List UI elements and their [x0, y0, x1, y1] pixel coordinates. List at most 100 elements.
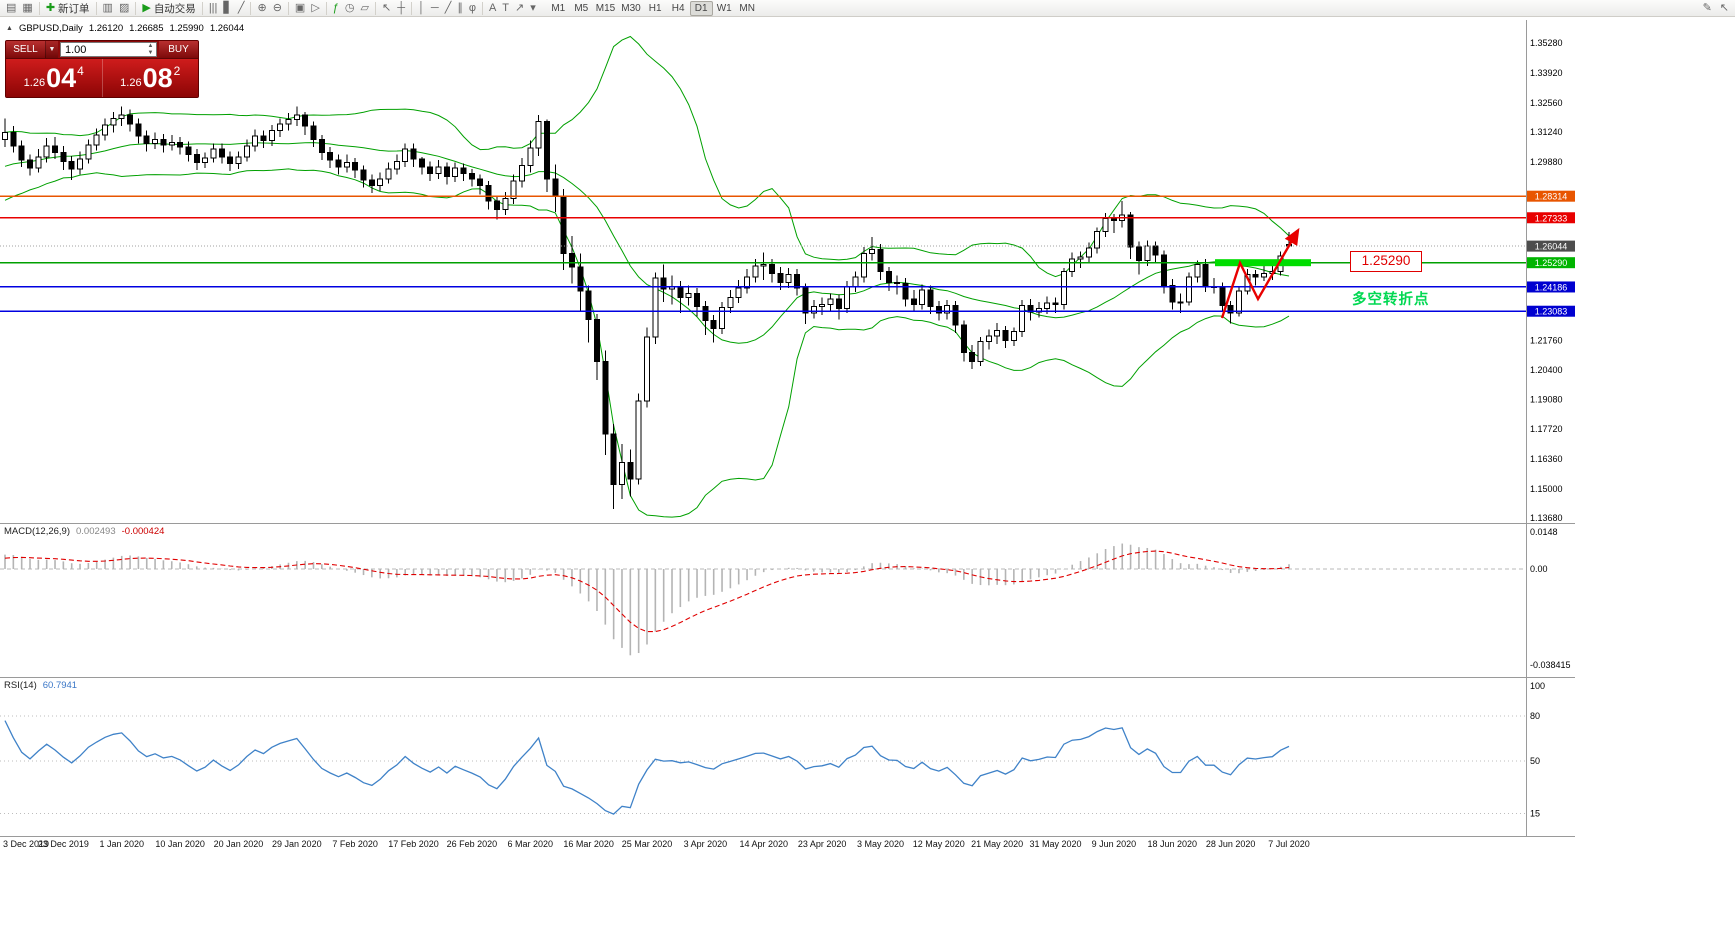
price-axis-label: 1.17720 — [1530, 424, 1563, 434]
candlestick-chart-icon[interactable]: ▋ — [220, 1, 234, 16]
price-axis-label: 1.35280 — [1530, 38, 1563, 48]
price-marker-1.23083 — [1527, 305, 1575, 317]
price-axis-label: 1.16360 — [1530, 454, 1563, 464]
panel-separators — [0, 20, 1575, 837]
timeframe-D1[interactable]: D1 — [689, 0, 713, 16]
auto-scroll-icon[interactable]: ▣ — [292, 1, 308, 16]
bar-chart-icon[interactable]: ||| — [206, 1, 221, 16]
rsi-panel — [0, 715, 1526, 815]
timeframe-M5[interactable]: M5 — [570, 1, 593, 16]
zoom-out-icon[interactable]: ⊖ — [270, 1, 285, 16]
price-marker-text: 1.27333 — [1535, 213, 1568, 223]
templates-icon[interactable]: ▱ — [358, 1, 372, 16]
text-icon[interactable]: A — [486, 1, 499, 16]
toolbar-separator — [95, 1, 97, 15]
timeframe-W1[interactable]: W1 — [713, 1, 736, 16]
price-level-callout[interactable]: 1.25290 — [1350, 251, 1422, 272]
date-axis-label: 3 Dec 2019 — [3, 839, 49, 849]
volume-field: ▲ ▼ — [60, 42, 157, 57]
sell-price-button[interactable]: 1.26 04 4 — [6, 59, 102, 97]
trend-arrow[interactable] — [1220, 227, 1300, 319]
volume-spinner[interactable]: ▲ ▼ — [145, 43, 156, 56]
new-chart-icon[interactable]: ▤ — [3, 1, 19, 16]
candlestick-chart-icon: ▋ — [223, 1, 232, 14]
date-axis-label: 25 Mar 2020 — [622, 839, 673, 849]
objects-dropdown-icon[interactable]: ▾ — [527, 1, 539, 16]
timeframe-MN[interactable]: MN — [736, 1, 759, 16]
date-axis-label: 6 Mar 2020 — [508, 839, 554, 849]
timeframe-M1[interactable]: M1 — [547, 1, 570, 16]
rsi-indicator-label: RSI(14) 60.7941 — [4, 680, 77, 691]
fibonacci-icon: φ — [468, 1, 476, 14]
periods-icon[interactable]: ◷ — [342, 1, 358, 16]
price-scale: 1.35280 1.33920 1.32560 1.31240 1.29880 1.217… — [1527, 38, 1575, 523]
pointer-icon[interactable]: ↖ — [1717, 1, 1732, 16]
spin-down-icon[interactable]: ▼ — [147, 49, 154, 56]
periods-icon: ◷ — [344, 1, 355, 14]
spin-up-icon[interactable]: ▲ — [147, 42, 154, 49]
price-marker-1.24186 — [1527, 281, 1575, 293]
new-chart-icon: ▤ — [6, 1, 17, 14]
macd-signal-value: -0.000424 — [121, 526, 165, 537]
timeframe-H4[interactable]: H4 — [667, 1, 690, 16]
rsi-axis-label: 100 — [1530, 681, 1545, 691]
volume-input[interactable] — [61, 43, 145, 56]
line-chart-icon[interactable]: ╱ — [235, 1, 248, 16]
rsi-scale: 100 80 50 15 — [1530, 681, 1545, 819]
support-zone-highlight[interactable] — [1215, 259, 1311, 267]
pencil-icon: ✎ — [1702, 1, 1712, 14]
turning-point-label[interactable]: 多空转折点 — [1352, 292, 1430, 308]
high-value: 1.26685 — [129, 23, 164, 34]
buy-button[interactable]: BUY — [159, 41, 198, 58]
crosshair-icon[interactable]: ┼ — [394, 1, 408, 16]
date-axis-label: 17 Feb 2020 — [388, 839, 439, 849]
toolbar-separator — [375, 1, 376, 15]
price-marker-1.27333 — [1527, 212, 1575, 224]
arrows-icon[interactable]: ↗ — [512, 1, 527, 16]
macd-axis-label: 0.00 — [1530, 564, 1548, 574]
pointer-icon: ↖ — [1719, 1, 1729, 14]
sell-button[interactable]: SELL — [6, 41, 45, 58]
chart-shift-icon: ▷ — [311, 1, 320, 14]
vertical-line-icon[interactable]: │ — [415, 1, 428, 16]
price-axis-label: 1.31240 — [1530, 127, 1563, 137]
sell-dropdown-icon[interactable]: ▼ — [45, 41, 58, 58]
toolbar-separator — [287, 1, 289, 15]
new-order-button[interactable]: ✚ 新订单 — [43, 1, 93, 16]
channel-icon[interactable]: ∥ — [454, 1, 466, 16]
market-watch-icon[interactable]: ▥ — [100, 1, 116, 16]
macd-scale: 0.0148 0.00 -0.038415 — [1530, 527, 1571, 670]
trendline-icon[interactable]: ╱ — [442, 1, 455, 16]
fibonacci-icon[interactable]: φ — [466, 1, 479, 16]
horizontal-line-icon[interactable]: ─ — [428, 1, 442, 16]
arrows-icon: ↗ — [515, 1, 525, 14]
main-price-panel — [0, 35, 1526, 518]
buy-price-button[interactable]: 1.26 08 2 — [101, 59, 199, 97]
auto-trading-button[interactable]: ▶ 自动交易 — [139, 1, 198, 16]
chart-shift-icon[interactable]: ▷ — [308, 1, 322, 16]
zoom-in-icon[interactable]: ⊕ — [254, 1, 269, 16]
chart-ohlc-title: ▲ GBPUSD,Daily 1.26120 1.26685 1.25990 1… — [6, 23, 244, 34]
timeframe-M30[interactable]: M30 — [618, 1, 643, 16]
cursor-icon[interactable]: ↖ — [379, 1, 394, 16]
price-marker-1.25290 — [1527, 257, 1575, 269]
window-layout-icon[interactable]: ▦ — [19, 1, 35, 16]
pencil-icon[interactable]: ✎ — [1700, 1, 1715, 16]
indicators-icon[interactable]: ƒ — [330, 1, 342, 16]
candlestick-series — [2, 106, 1292, 509]
timeframe-H1[interactable]: H1 — [644, 1, 667, 16]
main-toolbar: ▤ ▦ ✚ 新订单 ▥ ▨ ▶ 自动交易 ||| ▋ ╱ ⊕ ⊖ ▣ ▷ ƒ ◷ ▱ ↖ ┼ │ ─ ╱ ∥ φ A T ↗ ▾ M1 M… — [0, 0, 1735, 17]
data-window-icon: ▨ — [118, 1, 130, 14]
rsi-axis-label: 15 — [1530, 809, 1540, 819]
date-axis-label: 10 Jan 2020 — [155, 839, 205, 849]
text-label-icon[interactable]: T — [499, 1, 512, 16]
objects-dropdown-icon: ▾ — [530, 1, 536, 14]
auto-scroll-icon: ▣ — [294, 1, 306, 14]
collapse-trade-panel-icon[interactable]: ▲ — [6, 25, 13, 32]
buy-price-big-digits: 08 — [142, 62, 173, 93]
date-axis-label: 28 Jun 2020 — [1206, 839, 1256, 849]
timeframe-M15[interactable]: M15 — [593, 1, 618, 16]
data-window-icon[interactable]: ▨ — [116, 1, 132, 16]
